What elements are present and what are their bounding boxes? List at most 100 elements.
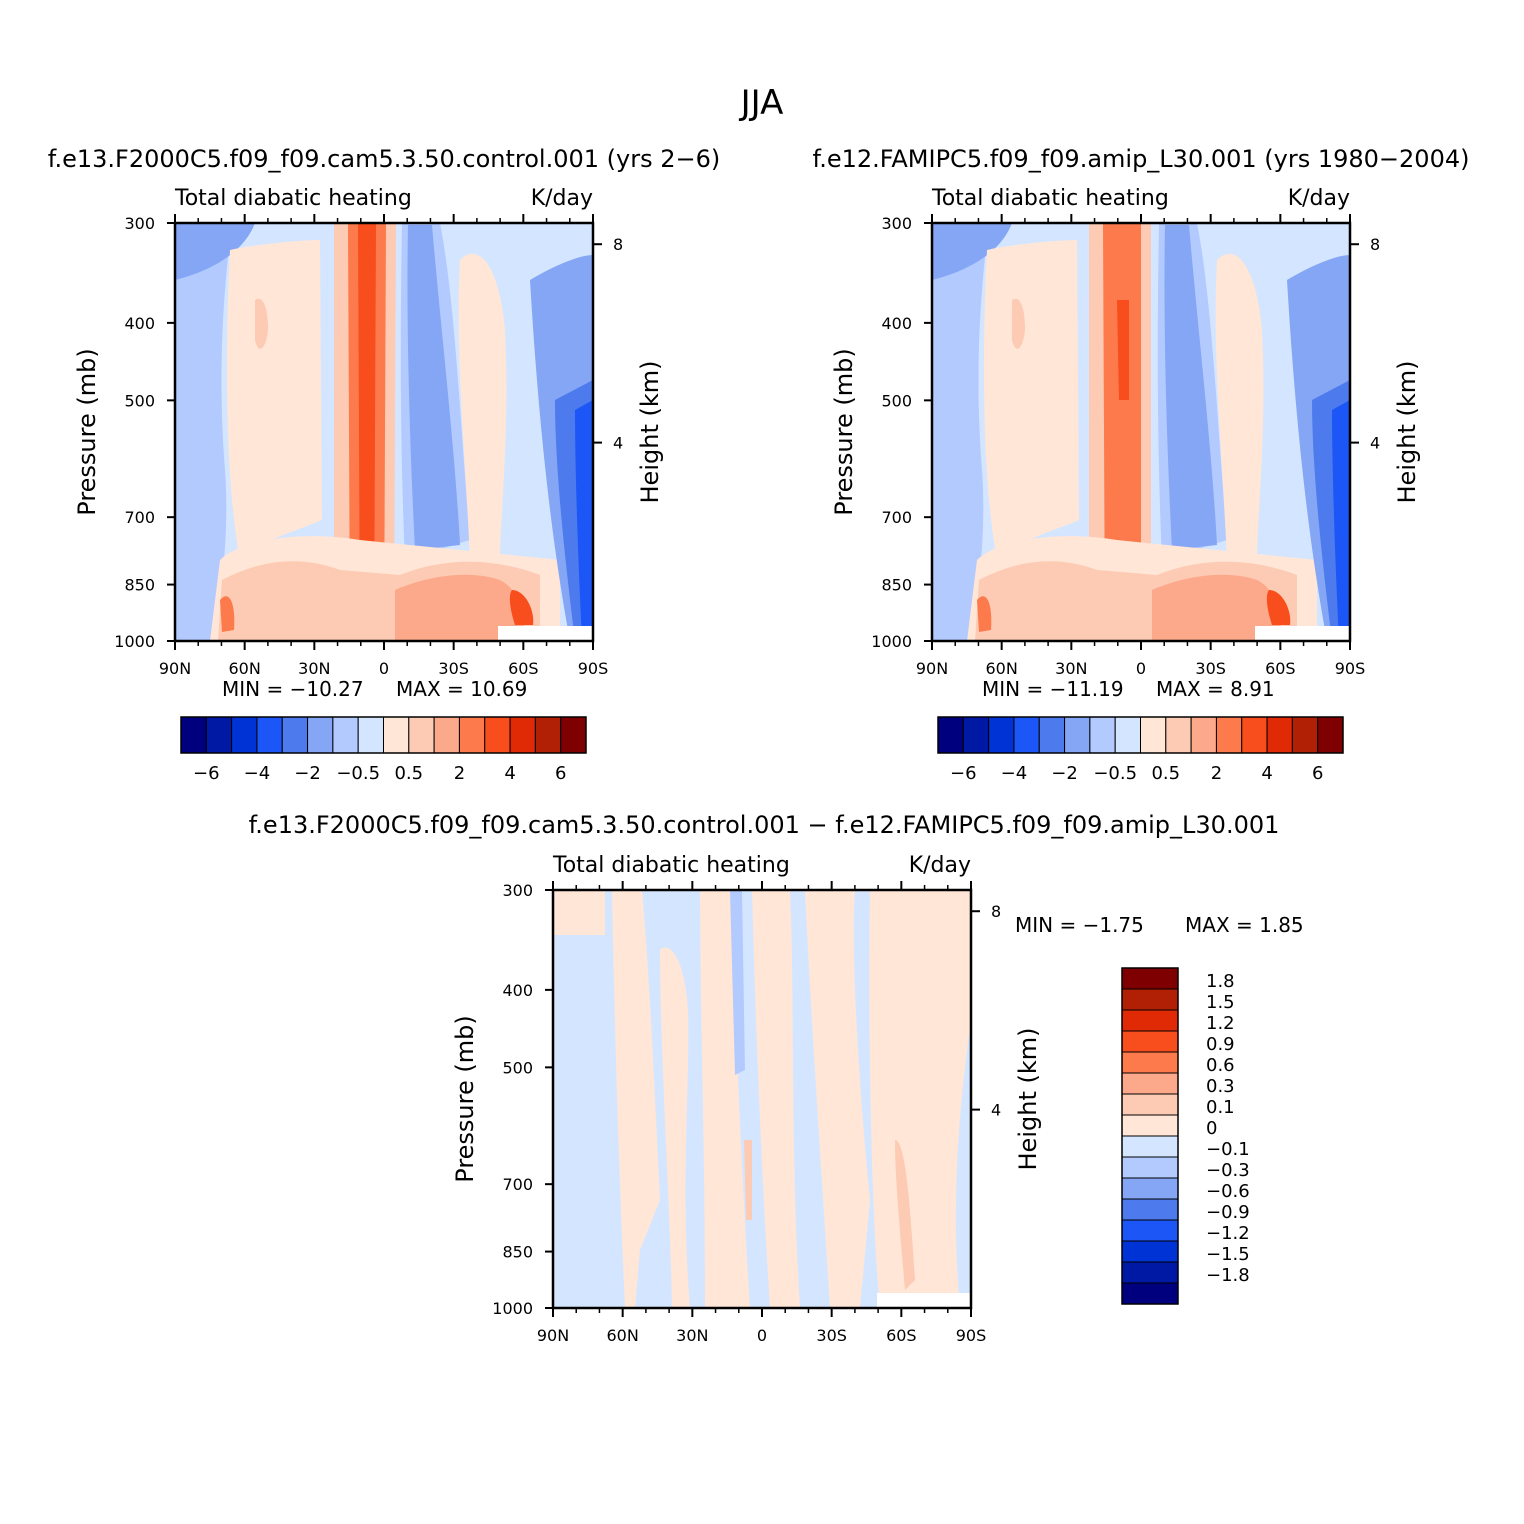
colorbar-swatch <box>1241 716 1268 754</box>
colorbar-label: −4 <box>1001 763 1028 784</box>
colorbar-swatch <box>307 716 334 754</box>
lat-tick-label: 90N <box>916 659 948 678</box>
nh-upper-cooling-region <box>175 223 255 280</box>
colorbar-swatch <box>1121 988 1179 1011</box>
pressure-tick-label: 500 <box>124 391 155 410</box>
sh-subsidence-core <box>407 225 460 550</box>
pressure-tick-label: 500 <box>502 1058 533 1077</box>
colorbar-swatch <box>408 716 435 754</box>
nh-lowlevel-heating-core <box>220 596 235 632</box>
height-tick-label: 4 <box>1370 434 1380 453</box>
pressure-tick-label: 1000 <box>114 632 155 651</box>
antarctic-cooling-strong <box>1332 400 1350 641</box>
colorbar-swatch <box>1121 1093 1179 1116</box>
pressure-tick-label: 700 <box>124 508 155 527</box>
colorbar-swatch <box>1038 716 1066 754</box>
subtropical-heating-region <box>984 240 1079 560</box>
nh-lowlevel-heating-core <box>977 596 992 632</box>
colorbar-label: 0.6 <box>1206 1055 1235 1076</box>
colorbar-label: −0.6 <box>1206 1181 1250 1202</box>
colorbar-swatch <box>1190 716 1217 754</box>
colorbar: −6 −4 −2 −0.5 0.5 2 4 6 <box>937 716 1344 784</box>
lat-tick-label: 30N <box>1055 659 1087 678</box>
colorbar-swatch <box>937 716 964 754</box>
lat-tick-label: 30S <box>1195 659 1226 678</box>
nh-polar-cooling-region <box>932 223 989 641</box>
colorbar-swatch <box>1140 716 1167 754</box>
colorbar-swatch <box>205 716 233 754</box>
itcz-heating-core <box>358 223 376 641</box>
sh-subsidence-core <box>1164 225 1217 550</box>
nh-heating-strip <box>553 890 605 935</box>
pressure-tick-label: 400 <box>502 981 533 1000</box>
colorbar-label: −1.5 <box>1206 1244 1250 1265</box>
units-label: K/day <box>909 853 971 878</box>
variable-label: Total diabatic heating <box>174 186 412 211</box>
colorbar-swatch <box>281 716 309 754</box>
tropical-heating <box>700 890 750 1308</box>
run-title: f.e12.FAMIPC5.f09_f09.amip_L30.001 (yrs … <box>813 145 1470 173</box>
sh-storm-track-core <box>1266 590 1291 625</box>
lat-tick-label: 60S <box>886 1326 917 1345</box>
sh-storm-track-core <box>509 590 534 625</box>
colorbar-label: 2 <box>1211 763 1222 784</box>
pressure-tick-label: 700 <box>881 508 912 527</box>
height-tick-label: 8 <box>1370 235 1380 254</box>
height-tick-label: 4 <box>613 434 623 453</box>
nh-polar-cooling-region <box>175 223 232 641</box>
colorbar-swatch <box>560 716 587 754</box>
pressure-tick-label: 1000 <box>871 632 912 651</box>
figure-title: JJA <box>739 83 784 123</box>
y-axis-label: Pressure (mb) <box>451 1015 479 1182</box>
colorbar-label: 6 <box>555 763 566 784</box>
colorbar-swatch <box>1121 1135 1179 1158</box>
pressure-tick-label: 300 <box>124 214 155 233</box>
pressure-tick-label: 400 <box>881 314 912 333</box>
lat-tick-label: 0 <box>379 659 389 678</box>
colorbar-swatch <box>1121 1156 1179 1179</box>
subtropical-heating-region <box>227 240 322 560</box>
pressure-tick-label: 1000 <box>492 1299 533 1318</box>
heatmap-fill <box>932 223 1350 641</box>
colorbar-swatch <box>484 716 511 754</box>
heatmap-fill <box>175 223 593 641</box>
colorbar-label: −6 <box>193 763 220 784</box>
panel-difference: f.e13.F2000C5.f09_f09.cam5.3.50.control.… <box>249 811 1304 1345</box>
colorbar-label: 0.3 <box>1206 1076 1235 1097</box>
itcz-heating-core <box>1117 300 1129 400</box>
colorbar-swatch <box>1165 716 1192 754</box>
colorbar-swatch <box>962 716 990 754</box>
colorbar-label: −2 <box>1051 763 1078 784</box>
colorbar-label: −1.8 <box>1206 1265 1250 1286</box>
sh-storm-track-heating <box>1152 574 1281 641</box>
variable-label: Total diabatic heating <box>552 853 790 878</box>
colorbar-label: 4 <box>504 763 515 784</box>
sh-midlat-heating <box>1215 253 1264 560</box>
y2-axis-label: Height (km) <box>1393 361 1421 504</box>
colorbar-label: −6 <box>950 763 977 784</box>
lat-tick-label: 90S <box>956 1326 987 1345</box>
colorbar-swatch <box>1121 1072 1179 1095</box>
pressure-tick-label: 500 <box>881 391 912 410</box>
lat-tick-label: 60N <box>607 1326 639 1345</box>
pressure-tick-label: 850 <box>124 576 155 595</box>
colorbar-swatch <box>1215 716 1243 754</box>
colorbar-label: −0.1 <box>1206 1139 1250 1160</box>
subtropical-heating-core <box>1012 298 1025 349</box>
height-tick-label: 8 <box>613 235 623 254</box>
colorbar-swatch <box>988 716 1015 754</box>
colorbar-frame <box>937 716 1344 754</box>
lat-tick-label: 90N <box>537 1326 569 1345</box>
colorbar-label: 0 <box>1206 1118 1217 1139</box>
variable-label: Total diabatic heating <box>931 186 1169 211</box>
colorbar-frame <box>1121 967 1179 1305</box>
units-label: K/day <box>1288 186 1350 211</box>
lat-tick-label: 30S <box>438 659 469 678</box>
colorbar-swatch <box>1064 716 1091 754</box>
lat-tick-label: 90S <box>578 659 609 678</box>
itcz-dipole-cooling <box>730 890 745 1075</box>
lat-tick-label: 60S <box>508 659 539 678</box>
run-title: f.e13.F2000C5.f09_f09.cam5.3.50.control.… <box>249 811 1280 839</box>
pressure-tick-label: 850 <box>881 576 912 595</box>
y-axis-label: Pressure (mb) <box>830 348 858 515</box>
